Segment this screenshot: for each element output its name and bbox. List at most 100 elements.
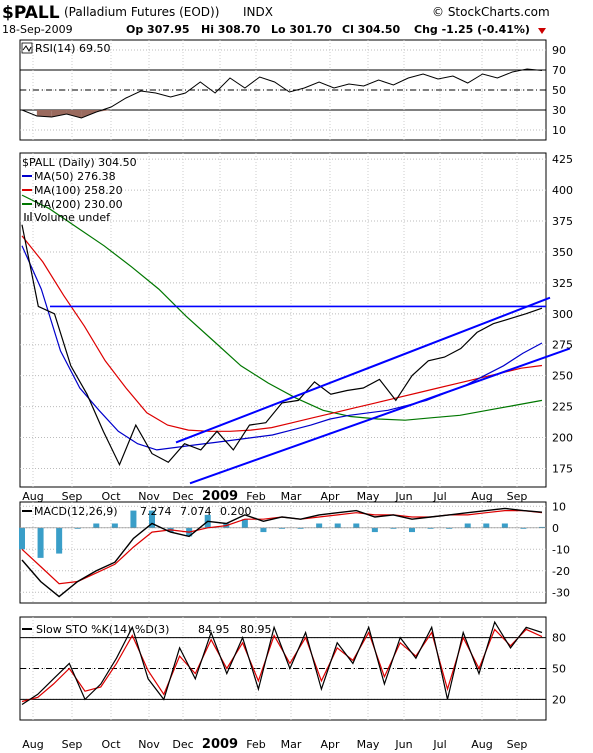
y-tick-label: 50 xyxy=(552,663,566,676)
ma100-legend: MA(100) 258.20 xyxy=(34,184,123,197)
macd-hist-bar xyxy=(371,527,378,533)
macd-hist-bar xyxy=(56,527,63,554)
y-tick-label: 425 xyxy=(552,153,573,166)
macd-hist-bar xyxy=(279,527,285,529)
x-tick-label: Apr xyxy=(320,738,340,751)
price-legend: $PALL (Daily) 304.50 MA(50) 276.38 MA(10… xyxy=(22,156,137,224)
x-tick-label: Nov xyxy=(138,490,160,503)
macd-hist-bar xyxy=(483,523,490,528)
y-tick-label: 325 xyxy=(552,277,573,290)
macd-hist-bar xyxy=(334,523,341,528)
x-tick-label: Sep xyxy=(507,738,528,751)
x-tick-label: Dec xyxy=(172,738,193,751)
y-tick-label: 70 xyxy=(552,64,566,77)
x-tick-label: Nov xyxy=(138,738,160,751)
y-tick-label: 225 xyxy=(552,401,573,414)
x-tick-label: 2009 xyxy=(202,489,238,504)
chart-marks xyxy=(19,68,571,706)
channel-upper-line xyxy=(175,296,551,444)
macd-hist-bar xyxy=(241,519,248,528)
x-tick-label: May xyxy=(357,490,380,503)
panel-frames xyxy=(19,39,547,721)
y-tick-label: 80 xyxy=(552,632,566,645)
y-tick-label: 400 xyxy=(552,184,573,197)
ma100-line xyxy=(21,235,543,432)
down-arrow-icon xyxy=(538,28,546,34)
date: 18-Sep-2009 xyxy=(2,23,73,36)
axis-labels: 9070503010425400375350325300275250225200… xyxy=(22,44,573,752)
x-tick-label: Aug xyxy=(471,738,492,751)
x-tick-label: Mar xyxy=(281,490,302,503)
high-value: Hi 308.70 xyxy=(201,23,261,36)
rsi-legend-label: RSI(14) 69.50 xyxy=(35,42,110,55)
rsi-oversold-fill xyxy=(36,110,52,117)
macd-hist-bar xyxy=(390,527,397,529)
macd-hist-bar xyxy=(353,523,360,528)
ma200-line xyxy=(21,194,543,421)
y-tick-label: 300 xyxy=(552,308,573,321)
macd-value: 7.274 xyxy=(140,505,172,518)
security-name: (Palladium Futures (EOD)) xyxy=(64,5,219,19)
y-tick-label: 250 xyxy=(552,370,573,383)
sto-legend-label: Slow STO %K(14) %D(3) xyxy=(36,623,169,636)
y-tick-label: 350 xyxy=(552,246,573,259)
y-tick-label: 200 xyxy=(552,432,573,445)
macd-hist-value: 0.200 xyxy=(220,505,252,518)
macd-hist-bar xyxy=(297,527,304,529)
macd-hist-bar xyxy=(501,523,508,528)
sto-d-value: 80.95 xyxy=(240,623,272,636)
sto-legend: Slow STO %K(14) %D(3) 84.95 80.95 xyxy=(22,623,272,636)
x-tick-label: Sep xyxy=(62,738,83,751)
x-tick-label: Sep xyxy=(507,490,528,503)
close-value: Cl 304.50 xyxy=(342,23,400,36)
macd-hist-bar xyxy=(409,527,415,533)
x-tick-label: Dec xyxy=(172,490,193,503)
x-tick-label: Jun xyxy=(394,490,412,503)
low-value: Lo 301.70 xyxy=(271,23,332,36)
rsi-oversold-fill xyxy=(51,110,67,117)
y-tick-label: 0 xyxy=(552,522,559,535)
y-tick-label: 275 xyxy=(552,339,573,352)
x-tick-label: Feb xyxy=(246,490,265,503)
y-tick-label: 375 xyxy=(552,215,573,228)
x-tick-label: Oct xyxy=(101,738,121,751)
panel-frame xyxy=(19,501,547,604)
open-value: Op 307.95 xyxy=(126,23,190,36)
macd-hist-bar xyxy=(149,510,155,528)
x-tick-label: Sep xyxy=(62,490,83,503)
price-line xyxy=(21,224,543,467)
macd-signal-value: 7.074 xyxy=(180,505,212,518)
macd-hist-bar xyxy=(130,510,137,528)
y-tick-label: -10 xyxy=(552,543,570,556)
rsi-legend: RSI(14) 69.50 xyxy=(21,42,110,55)
x-tick-label: Jun xyxy=(394,738,412,751)
y-tick-label: 30 xyxy=(552,104,566,117)
volume-legend: Volume undef xyxy=(34,211,111,224)
rsi-line xyxy=(21,68,543,119)
macd-hist-bar xyxy=(316,523,323,528)
macd-legend-label: MACD(12,26,9) xyxy=(34,505,118,518)
y-tick-label: 50 xyxy=(552,84,566,97)
macd-hist-bar xyxy=(427,527,434,529)
exchange: INDX xyxy=(243,5,273,19)
sto-k-value: 84.95 xyxy=(198,623,230,636)
y-tick-label: 90 xyxy=(552,44,566,57)
x-tick-label: Aug xyxy=(471,490,492,503)
y-tick-label: 20 xyxy=(552,693,566,706)
macd-hist-bar xyxy=(446,527,453,529)
y-tick-label: 10 xyxy=(552,500,566,513)
rsi-oversold-fill xyxy=(66,110,82,118)
x-tick-label: Oct xyxy=(101,490,121,503)
source-logo: © StockCharts.com xyxy=(432,5,550,19)
x-tick-label: Jul xyxy=(432,738,446,751)
macd-line xyxy=(21,507,543,598)
x-tick-label: Aug xyxy=(22,490,43,503)
y-tick-label: 175 xyxy=(552,462,573,475)
price-legend-title: $PALL (Daily) 304.50 xyxy=(22,156,137,169)
channel-lower-line xyxy=(189,347,571,485)
ma50-legend: MA(50) 276.38 xyxy=(34,170,116,183)
macd-hist-bar xyxy=(93,523,100,528)
x-tick-label: 2009 xyxy=(202,737,238,752)
y-tick-label: 10 xyxy=(552,124,566,137)
